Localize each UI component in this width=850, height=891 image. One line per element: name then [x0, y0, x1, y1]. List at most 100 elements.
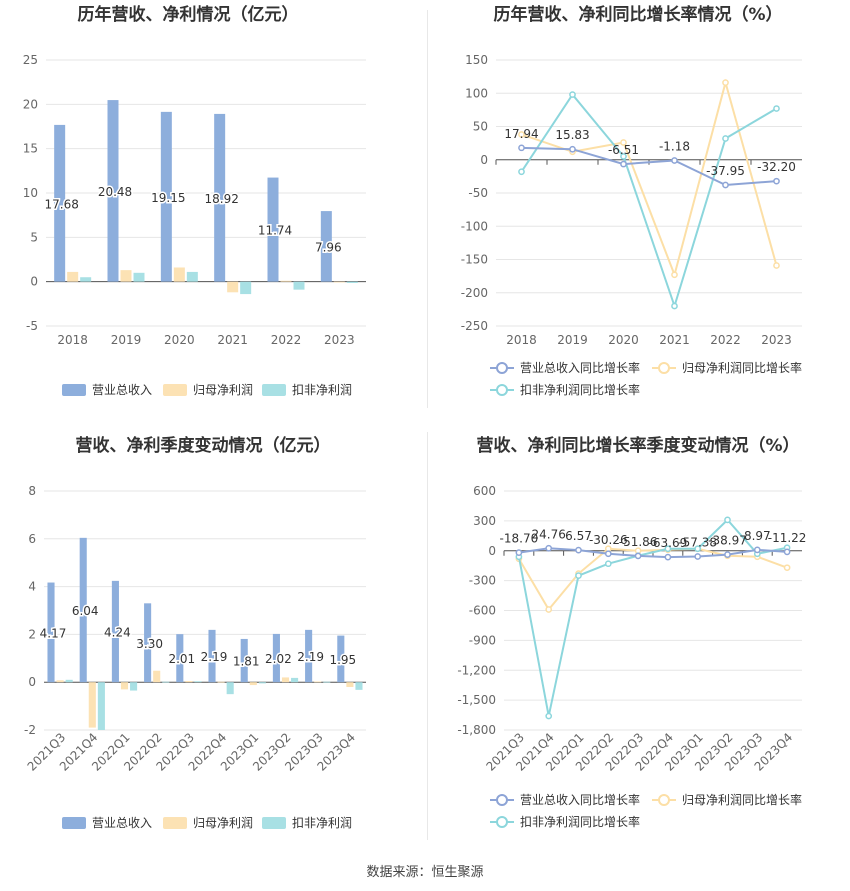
- annual-line-point-归母净利润同比增长率: [518, 131, 525, 138]
- quarter-bar-bar-归母净利润: [153, 670, 161, 683]
- annual-line-point-扣非净利润同比增长率: [620, 153, 627, 160]
- quarter-bar-bar-营业总收入: [176, 634, 184, 683]
- quarter-bar-bar-扣非净利润: [323, 681, 331, 683]
- quarter-line-title: 营收、净利同比增长率季度变动情况（%）: [476, 435, 799, 456]
- annual-line-ytick-label: -100: [461, 219, 488, 233]
- annual-line-point-扣非净利润同比增长率: [518, 168, 525, 176]
- legend-label: 归母净利润: [193, 383, 253, 397]
- annual-bar-bar-营业总收入: [267, 177, 279, 282]
- quarter-bar-data-label: 2.19: [297, 650, 324, 664]
- legend-marker: [658, 794, 670, 806]
- annual-line-point-扣非净利润同比增长率: [722, 135, 729, 142]
- quarter-line-ytick-label: -1,500: [457, 693, 496, 707]
- quarter-bar-ytick-label: -2: [24, 723, 36, 737]
- quarter-line-line-扣非净利润同比增长率: [517, 518, 788, 717]
- quarter-bar-bar-扣非净利润: [162, 681, 170, 683]
- quarter-line-point-营业总收入同比增长率: [664, 553, 672, 561]
- quarter-bar-bar-扣非净利润: [65, 679, 73, 683]
- quarter-bar-data-label: 4.24: [104, 626, 131, 640]
- annual-line-data-label: -1.18: [659, 140, 690, 154]
- annual-line-legend-item: 归母净利润同比增长率: [652, 360, 802, 375]
- quarter-bar-bar-归母净利润: [249, 682, 257, 686]
- quarter-line-data-label: 8.97: [744, 529, 771, 543]
- vertical-divider-bottom: [427, 432, 428, 840]
- annual-line-point-归母净利润同比增长率: [773, 262, 780, 269]
- quarter-line-point-营业总收入同比增长率: [783, 548, 791, 556]
- annual-bar-xtick-label: 2023: [324, 333, 355, 347]
- quarter-line-ytick-label: -600: [469, 604, 496, 618]
- legend-label: 归母净利润: [193, 816, 253, 830]
- annual-line-point-营业总收入同比增长率: [722, 181, 729, 189]
- legend-label: 扣非净利润同比增长率: [520, 382, 640, 397]
- annual-line-data-label: -32.20: [757, 160, 796, 174]
- annual-line-xtick-label: 2022: [710, 333, 741, 347]
- quarter-line-ytick-label: 300: [473, 514, 496, 528]
- quarter-bar-bar-归母净利润: [217, 681, 225, 683]
- annual-line-ytick-label: 150: [465, 53, 488, 67]
- annual-bar-data-label: 11.74: [258, 224, 292, 238]
- legend-swatch: [262, 384, 286, 396]
- quarter-bar-data-label: 2.02: [265, 652, 292, 666]
- quarter-bar-bar-营业总收入: [272, 633, 280, 683]
- quarter-bar-ytick-label: 6: [28, 532, 36, 546]
- quarter-bar-bar-营业总收入: [208, 629, 216, 683]
- annual-line-point-扣非净利润同比增长率: [671, 302, 678, 310]
- quarter-line-point-扣非净利润同比增长率: [664, 545, 672, 553]
- annual-bar-data-label: 17.68: [44, 197, 78, 211]
- annual-bar-bar-营业总收入: [214, 113, 226, 282]
- legend-label: 归母净利润同比增长率: [682, 792, 802, 807]
- legend-label: 扣非净利润同比增长率: [520, 814, 640, 829]
- quarter-line-data-label: -38.97: [708, 534, 747, 548]
- quarter-line-point-扣非净利润同比增长率: [724, 516, 731, 524]
- quarter-line-point-营业总收入同比增长率: [634, 552, 642, 560]
- annual-line-ytick-label: 100: [465, 86, 488, 100]
- annual-bar-ytick-label: 5: [30, 230, 38, 244]
- quarter-line-point-营业总收入同比增长率: [604, 550, 612, 558]
- quarter-bar-bar-归母净利润: [88, 682, 96, 728]
- legend-marker: [496, 794, 508, 806]
- annual-line-ytick-label: 0: [480, 153, 488, 167]
- quarter-bar-bar-营业总收入: [240, 638, 248, 683]
- annual-bar-ytick-label: 10: [23, 186, 38, 200]
- legend-marker: [496, 384, 508, 396]
- quarter-bar-legend-item: 扣非净利润: [262, 816, 352, 830]
- quarter-bar-bar-归母净利润: [314, 681, 322, 683]
- annual-bar-xtick-label: 2018: [57, 333, 88, 347]
- annual-bar-bar-扣非净利润: [186, 271, 198, 282]
- quarter-bar-ytick-label: 2: [28, 627, 36, 641]
- quarter-line-ytick-label: 600: [473, 484, 496, 498]
- annual-bar-data-label: 20.48: [98, 185, 132, 199]
- legend-swatch: [163, 384, 187, 396]
- annual-line-legend-item: 扣非净利润同比增长率: [490, 382, 640, 397]
- annual-line-line-归母净利润同比增长率: [521, 78, 778, 279]
- quarter-line-line-营业总收入同比增长率: [518, 547, 788, 559]
- quarter-bar-bar-营业总收入: [47, 582, 55, 683]
- legend-swatch: [62, 817, 86, 829]
- quarter-line-point-营业总收入同比增长率: [724, 551, 731, 558]
- annual-line-point-归母净利润同比增长率: [620, 139, 627, 146]
- annual-bar-bar-归母净利润: [67, 271, 79, 282]
- legend-swatch: [62, 384, 86, 396]
- quarter-bar-data-label: 1.81: [233, 655, 260, 669]
- annual-bar-ytick-label: 15: [23, 142, 38, 156]
- annual-line-legend-item: 营业总收入同比增长率: [490, 360, 640, 375]
- quarter-bar-bar-扣非净利润: [258, 682, 266, 684]
- annual-line-chart: 历年营收、净利同比增长率情况（%） -250 -200 -150 -100 -50 0 50 1…: [461, 4, 802, 397]
- annual-line-line-扣非净利润同比增长率: [520, 92, 778, 310]
- quarter-line-point-归母净利润同比增长率: [783, 564, 791, 572]
- annual-line-point-营业总收入同比增长率: [620, 160, 627, 168]
- quarter-bar-data-label: 6.04: [72, 604, 99, 618]
- quarter-bar-bar-归母净利润: [56, 680, 64, 683]
- quarter-line-ytick-label: -300: [469, 574, 496, 588]
- annual-bar-xtick-label: 2019: [111, 333, 142, 347]
- quarter-bar-bar-扣非净利润: [355, 682, 363, 690]
- quarter-line-point-扣非净利润同比增长率: [575, 572, 582, 579]
- annual-bar-chart: 历年营收、净利情况（亿元） -5 0 5 10 15 20 25 2018 2019 2020 202…: [23, 4, 366, 397]
- annual-line-point-归母净利润同比增长率: [671, 271, 678, 279]
- quarter-bar-bar-扣非净利润: [291, 677, 299, 683]
- quarter-line-point-归母净利润同比增长率: [545, 606, 553, 613]
- annual-line-ytick-label: -150: [461, 253, 488, 267]
- annual-line-point-营业总收入同比增长率: [569, 145, 576, 153]
- legend-swatch: [262, 817, 286, 829]
